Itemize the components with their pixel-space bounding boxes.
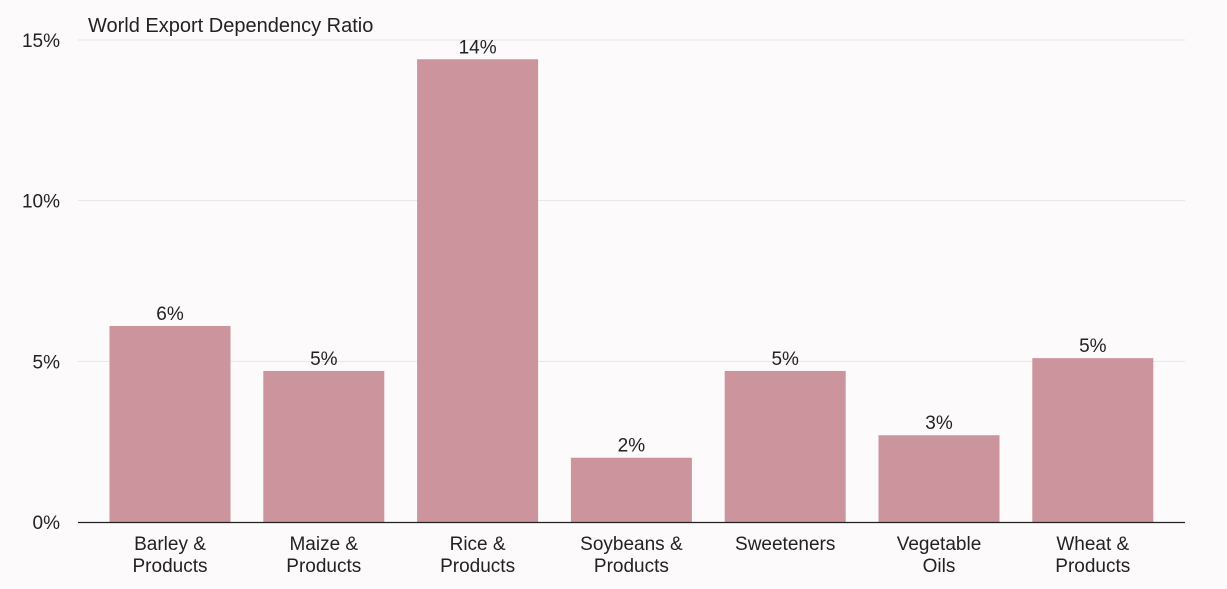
y-tick-label: 0%: [33, 513, 61, 534]
bar: [1032, 358, 1154, 522]
data-label: 3%: [925, 413, 953, 434]
gridlines: [78, 39, 1185, 362]
bar: [878, 435, 1000, 522]
x-tick-label-line: Products: [1055, 556, 1130, 577]
data-label: 5%: [1079, 336, 1107, 357]
x-tick-label-line: Maize &: [289, 534, 358, 555]
x-tick-label: Wheat & Products: [1055, 534, 1130, 577]
data-label: 5%: [310, 349, 338, 370]
data-label: 6%: [156, 304, 184, 325]
y-axis-ticks: 0% 5% 10% 15%: [22, 31, 60, 534]
y-tick-label: 5%: [33, 352, 61, 373]
bar: [263, 370, 385, 522]
x-tick-label: Sweeteners: [735, 534, 835, 555]
x-tick-label-line: Sweeteners: [735, 534, 835, 555]
data-label: 14%: [459, 37, 497, 58]
data-label: 5%: [771, 349, 799, 370]
x-tick-label: Rice & Products: [440, 534, 515, 577]
chart-title: World Export Dependency Ratio: [88, 15, 373, 37]
x-tick-label: Vegetable Oils: [897, 534, 982, 577]
data-labels: 6% 5% 14% 2% 5% 3% 5%: [156, 37, 1106, 456]
x-tick-label-line: Products: [286, 556, 361, 577]
x-tick-label-line: Rice &: [450, 534, 506, 555]
x-tick-label: Soybeans & Products: [580, 534, 683, 577]
bar: [570, 457, 692, 522]
bar: [417, 59, 539, 522]
bar: [724, 370, 846, 522]
x-tick-label-line: Products: [440, 556, 515, 577]
x-tick-label-line: Vegetable: [897, 534, 982, 555]
x-tick-label-line: Soybeans &: [580, 534, 683, 555]
x-tick-label: Barley & Products: [133, 534, 208, 577]
x-tick-label-line: Products: [594, 556, 669, 577]
bar: [109, 325, 231, 522]
data-label: 2%: [618, 436, 646, 457]
y-tick-label: 15%: [22, 31, 60, 52]
x-tick-label-line: Barley &: [134, 534, 206, 555]
y-tick-label: 10%: [22, 192, 60, 213]
x-tick-label-line: Oils: [923, 556, 956, 577]
x-tick-label-line: Products: [133, 556, 208, 577]
x-tick-label: Maize & Products: [286, 534, 361, 577]
bars: [109, 59, 1154, 522]
x-tick-label-line: Wheat &: [1056, 534, 1129, 555]
